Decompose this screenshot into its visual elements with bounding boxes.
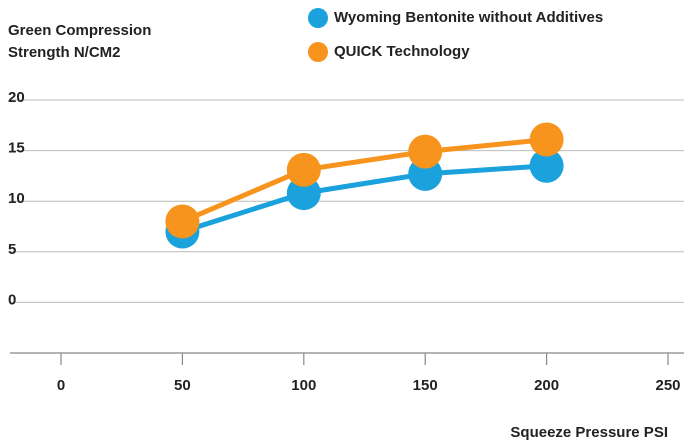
y-tick-label: 0 [8, 291, 16, 308]
x-tick-label: 150 [413, 377, 438, 394]
x-tick-label: 0 [57, 377, 65, 394]
legend-label: QUICK Technology [334, 43, 470, 60]
y-axis-label: Green Compression Strength N/CM2 [8, 22, 152, 61]
series-line [181, 163, 547, 234]
x-tick-label: 200 [534, 377, 559, 394]
legend-marker [308, 42, 328, 62]
data-point [529, 148, 564, 183]
x-tick-label: 250 [655, 377, 680, 394]
data-point [408, 134, 443, 169]
x-tick-label: 100 [291, 377, 316, 394]
y-tick-label: 10 [8, 190, 25, 207]
series-line [181, 136, 547, 224]
data-point [286, 176, 321, 211]
data-point [286, 152, 321, 187]
x-axis-label: Squeeze Pressure PSI [510, 424, 668, 441]
data-point [165, 204, 200, 239]
y-tick-label: 20 [8, 89, 25, 106]
y-tick-label: 5 [8, 241, 16, 258]
data-point [529, 122, 564, 157]
x-tick-label: 50 [174, 377, 191, 394]
y-tick-label: 15 [8, 140, 25, 157]
legend-marker [308, 8, 328, 28]
legend-label: Wyoming Bentonite without Additives [334, 9, 603, 26]
